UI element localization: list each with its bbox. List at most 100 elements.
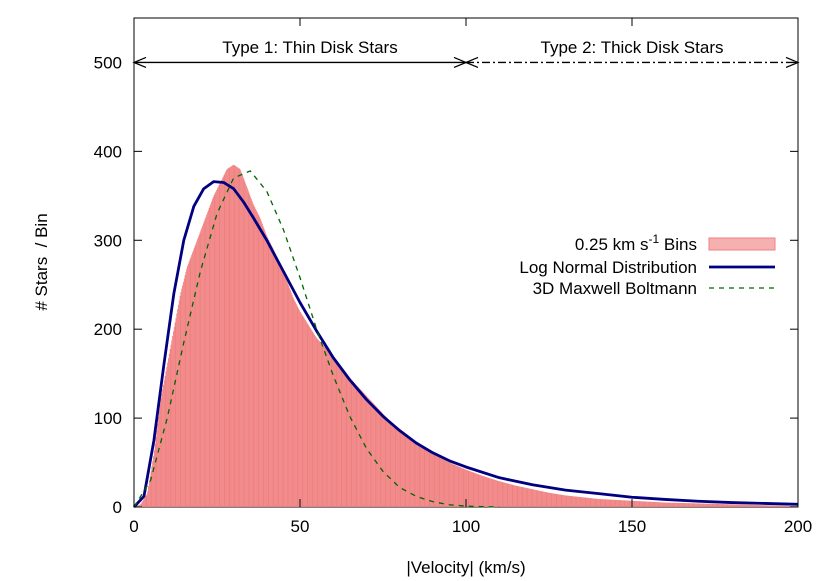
histogram-bar: [233, 164, 235, 508]
histogram-bar: [375, 406, 377, 507]
histogram-bar: [691, 503, 693, 507]
histogram-bar: [292, 296, 294, 507]
histogram-bar: [244, 181, 246, 507]
histogram-bar: [576, 496, 578, 507]
histogram-bar: [688, 503, 690, 507]
histogram-bar: [570, 496, 572, 507]
histogram-bar: [768, 505, 769, 507]
histogram-bar: [738, 504, 740, 507]
histogram-bar: [580, 497, 582, 507]
histogram-bar: [519, 486, 521, 507]
histogram-bar: [316, 338, 318, 507]
histogram-bar: [549, 492, 550, 507]
histogram-bar: [461, 468, 463, 507]
histogram-bar: [280, 269, 282, 507]
histogram-bar: [309, 326, 311, 507]
histogram-bar: [451, 463, 453, 507]
histogram-bar: [142, 501, 144, 507]
histogram-bar: [721, 504, 723, 507]
histogram-bar: [750, 504, 752, 507]
histogram-bar: [191, 254, 193, 507]
histogram-bar: [585, 497, 587, 507]
histogram-bar: [215, 191, 217, 507]
histogram-bar: [275, 254, 276, 507]
legend-label: 3D Maxwell Boltmann: [533, 279, 697, 298]
histogram-bar: [782, 505, 784, 507]
histogram-bar: [735, 504, 737, 507]
histogram-bar: [246, 185, 247, 507]
histogram-bar: [234, 165, 236, 507]
histogram-bar: [250, 196, 252, 507]
histogram-bar: [600, 499, 602, 507]
maxwell-boltzmann-line: [133, 170, 500, 508]
histogram-bar: [320, 342, 322, 507]
histogram-bar: [328, 350, 330, 507]
histogram-bar: [407, 437, 408, 507]
histogram-bar: [371, 401, 373, 507]
histogram-bar: [478, 474, 480, 507]
histogram-bar: [737, 504, 739, 507]
histogram-bar: [692, 503, 694, 507]
histogram-bar: [604, 499, 606, 507]
histogram-bar: [247, 190, 249, 507]
histogram-bar: [626, 500, 628, 507]
histogram-bar: [420, 447, 422, 507]
histogram-bar: [714, 503, 716, 507]
histogram-bar: [482, 476, 484, 507]
histogram-bar: [190, 256, 192, 507]
histogram-bar: [729, 504, 730, 507]
histogram-bar: [423, 448, 425, 507]
histogram-bar: [542, 491, 544, 507]
histogram-bar: [757, 505, 759, 507]
histogram-bar: [249, 194, 251, 507]
histogram-bar: [270, 243, 271, 507]
histogram-bar: [330, 353, 332, 507]
histogram-bar: [210, 203, 212, 507]
histogram-bar: [289, 288, 291, 507]
histogram-bar: [310, 329, 312, 507]
histogram-bar: [744, 504, 746, 507]
histogram-bar: [627, 500, 628, 507]
histogram-bar: [774, 505, 776, 507]
histogram-bar: [777, 505, 779, 507]
histogram-bar: [287, 283, 289, 507]
histogram-bar: [651, 501, 653, 507]
histogram-bar: [243, 179, 245, 507]
histogram-bar: [446, 460, 447, 507]
histogram-bar: [647, 501, 649, 507]
histogram-bar: [541, 491, 543, 507]
histogram-bar: [261, 223, 263, 507]
histogram-bar: [773, 505, 775, 507]
histogram-bar: [598, 499, 600, 507]
histogram-bar: [583, 497, 584, 507]
histogram-bar: [572, 496, 574, 507]
histogram-bar: [672, 502, 674, 507]
histogram-bar: [512, 484, 514, 507]
histogram-bar: [788, 505, 790, 507]
histogram-bar: [654, 502, 656, 507]
histogram-bar: [152, 461, 154, 507]
histogram-bar: [157, 423, 159, 507]
histogram-bar: [534, 489, 536, 507]
histogram-bar: [669, 502, 671, 507]
histogram-bar: [612, 499, 614, 507]
histogram-bar: [203, 221, 205, 507]
histogram-bar: [169, 349, 171, 507]
histogram-bar: [352, 381, 354, 507]
histogram-bar: [771, 505, 773, 507]
histogram-bar: [715, 503, 717, 507]
histogram-bar: [182, 281, 184, 507]
histogram-bar: [607, 499, 609, 507]
histogram-bar: [295, 303, 297, 507]
histogram-bar: [671, 502, 672, 507]
histogram-bar: [655, 502, 657, 507]
histogram-bar: [451, 463, 452, 507]
histogram-bar: [487, 477, 489, 507]
log-normal-line: [132, 180, 799, 508]
histogram-bar: [167, 362, 169, 507]
histogram-bar: [333, 356, 335, 507]
histogram-bar: [386, 417, 388, 507]
histogram-bar: [253, 205, 255, 508]
histogram-bar: [677, 502, 679, 507]
